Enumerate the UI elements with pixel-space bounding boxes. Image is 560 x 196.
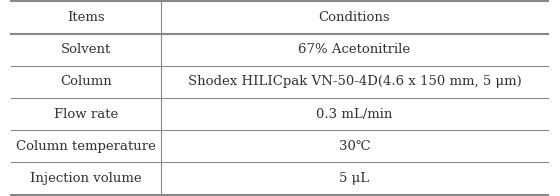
Text: Conditions: Conditions — [319, 11, 390, 24]
Text: Shodex HILICpak VN-50-4D(4.6 x 150 mm, 5 μm): Shodex HILICpak VN-50-4D(4.6 x 150 mm, 5… — [188, 75, 521, 88]
Text: Solvent: Solvent — [60, 43, 111, 56]
Text: Items: Items — [67, 11, 105, 24]
Text: Injection volume: Injection volume — [30, 172, 142, 185]
Text: 30℃: 30℃ — [339, 140, 370, 153]
Text: Column temperature: Column temperature — [16, 140, 156, 153]
Text: 5 μL: 5 μL — [339, 172, 370, 185]
Text: Flow rate: Flow rate — [54, 108, 118, 121]
Text: 67% Acetonitrile: 67% Acetonitrile — [298, 43, 410, 56]
Text: 0.3 mL/min: 0.3 mL/min — [316, 108, 393, 121]
Text: Column: Column — [60, 75, 111, 88]
